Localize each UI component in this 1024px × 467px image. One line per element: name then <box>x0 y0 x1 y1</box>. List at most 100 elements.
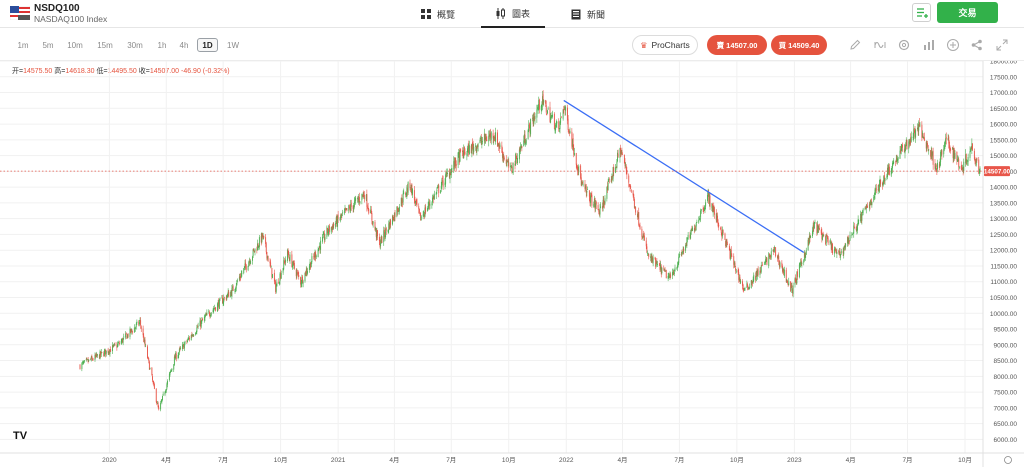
candle-body <box>223 297 225 303</box>
tab-news[interactable]: 新聞 <box>571 0 611 28</box>
settings-icon[interactable] <box>897 38 911 52</box>
candle-body <box>306 268 308 273</box>
candle-body <box>812 225 814 232</box>
candle-body <box>514 163 516 166</box>
timeframe-1w[interactable]: 1W <box>227 40 239 50</box>
candle-body <box>602 199 604 209</box>
candle-body <box>235 287 237 290</box>
candle-body <box>825 236 827 243</box>
indicators-icon[interactable] <box>873 38 887 52</box>
candle-body <box>875 188 877 191</box>
tab-overview[interactable]: 概覽 <box>421 0 461 28</box>
candle-body <box>616 161 618 168</box>
watchlist-menu-button[interactable] <box>912 3 931 22</box>
candle-body <box>302 281 304 284</box>
candle-body <box>122 338 124 343</box>
tab-chart[interactable]: 圖表 <box>481 0 545 28</box>
candle-body <box>309 262 311 267</box>
candle-body <box>350 202 352 207</box>
candle-body <box>764 261 766 264</box>
share-icon[interactable] <box>970 38 984 52</box>
pencil-icon[interactable] <box>848 38 862 52</box>
candle-body <box>240 276 242 278</box>
candle-body <box>278 281 280 284</box>
price-tick-label: 7000.00 <box>994 405 1018 412</box>
candle-body <box>887 167 888 177</box>
candle-body <box>882 183 884 187</box>
candle-body <box>140 326 142 330</box>
candle-body <box>807 239 809 251</box>
candle-body <box>674 267 676 272</box>
price-chart[interactable]: 6000.00 6500.00 7000.00 7500.00 8000.00 8500.… <box>0 61 1024 467</box>
candle-body <box>350 204 352 212</box>
time-tick-label: 7月 <box>902 456 912 464</box>
candle-body <box>893 161 895 163</box>
candle-body <box>945 138 947 144</box>
candle-body <box>830 242 832 250</box>
candle-body <box>523 140 525 147</box>
candle-body <box>816 222 818 234</box>
candle-body <box>205 314 207 317</box>
candle-body <box>353 205 355 210</box>
candle-body <box>287 250 289 255</box>
candle-body <box>554 129 556 131</box>
candle-body <box>422 214 424 216</box>
candle-body <box>829 241 831 243</box>
candle-body <box>133 327 135 333</box>
timeframe-30m[interactable]: 30m <box>127 40 143 50</box>
candle-body <box>214 307 216 309</box>
time-tick-label: 7月 <box>218 456 228 464</box>
candle-body <box>167 380 168 385</box>
candle-body <box>142 328 144 336</box>
price-tick-label: 8500.00 <box>994 358 1018 365</box>
change-value: -46.90 (-0.32%) <box>181 68 230 75</box>
timeframe-1m[interactable]: 1m <box>17 40 29 50</box>
candle-body <box>388 223 390 231</box>
candle-body <box>906 139 908 150</box>
bar-chart-icon[interactable] <box>922 38 936 52</box>
candle-body <box>724 233 726 240</box>
candle-body <box>843 245 845 248</box>
candle-body <box>370 209 372 214</box>
price-tick-label: 17000.00 <box>990 90 1017 97</box>
price-tick-label: 11500.00 <box>990 263 1017 270</box>
candle-body <box>165 390 167 393</box>
candle-body <box>866 205 868 208</box>
buy-button[interactable]: 買 14509.40 <box>771 35 827 55</box>
candle-body <box>914 131 916 137</box>
candle-body <box>864 208 866 210</box>
candle-body <box>571 131 573 147</box>
trade-button[interactable]: 交易 <box>937 2 998 23</box>
timeframe-10m[interactable]: 10m <box>67 40 83 50</box>
candle-body <box>708 192 710 204</box>
timeframe-5m[interactable]: 5m <box>42 40 54 50</box>
candle-body <box>510 166 512 167</box>
candle-body <box>92 359 94 361</box>
procharts-button[interactable]: ♛ ProCharts <box>632 35 698 55</box>
candle-body <box>436 189 438 192</box>
candle-body <box>160 401 162 403</box>
timeframe-15m[interactable]: 15m <box>97 40 113 50</box>
candle-body <box>472 142 473 146</box>
candle-body <box>341 214 343 217</box>
candle-body <box>376 230 378 238</box>
candle-body <box>86 358 88 360</box>
fullscreen-icon[interactable] <box>995 38 1009 52</box>
candle-body <box>909 138 911 145</box>
time-tick-label: 2023 <box>787 457 802 464</box>
candle-body <box>152 381 154 383</box>
add-icon[interactable] <box>946 38 960 52</box>
candle-body <box>153 382 155 385</box>
candle-body <box>870 199 872 205</box>
candle-body <box>330 227 332 233</box>
timeframe-1d[interactable]: 1D <box>197 38 218 52</box>
sell-button[interactable]: 賣 14507.00 <box>707 35 767 55</box>
candle-body <box>956 151 958 161</box>
timeframe-1h[interactable]: 1h <box>157 40 167 50</box>
candle-body <box>195 332 197 334</box>
candle-body <box>836 252 838 254</box>
candle-body <box>385 227 387 231</box>
candle-body <box>506 161 508 163</box>
candle-body <box>642 236 643 239</box>
timeframe-4h[interactable]: 4h <box>179 40 189 50</box>
